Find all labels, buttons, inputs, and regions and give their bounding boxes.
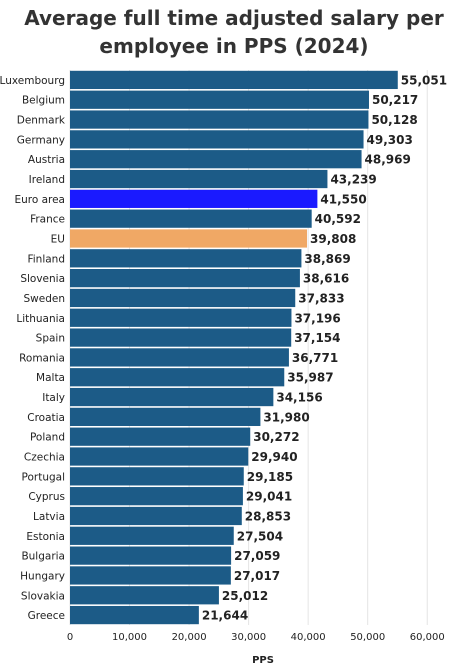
bar bbox=[70, 387, 274, 407]
y-tick-label: Sweden bbox=[24, 293, 66, 305]
y-tick-label: Portugal bbox=[22, 471, 66, 483]
value-label: 30,272 bbox=[253, 430, 299, 444]
value-label: 28,853 bbox=[245, 509, 291, 523]
value-label: 29,041 bbox=[246, 490, 292, 504]
y-tick-label: Cyprus bbox=[28, 491, 65, 503]
y-tick-label: Slovenia bbox=[20, 273, 65, 285]
bar bbox=[70, 90, 369, 109]
value-label: 41,550 bbox=[320, 192, 366, 206]
bar bbox=[70, 506, 242, 526]
bar bbox=[70, 368, 285, 387]
value-label: 39,808 bbox=[310, 232, 356, 246]
y-tick-label: Denmark bbox=[17, 115, 66, 127]
x-tick-label: 40,000 bbox=[291, 632, 326, 643]
bar bbox=[70, 130, 364, 149]
y-tick-label: Poland bbox=[30, 432, 65, 444]
y-tick-label: Italy bbox=[42, 392, 65, 404]
value-label: 36,771 bbox=[292, 351, 338, 365]
y-tick-label: Spain bbox=[36, 333, 65, 345]
value-label: 55,051 bbox=[401, 73, 447, 87]
value-label: 37,154 bbox=[294, 331, 340, 345]
bar bbox=[70, 348, 289, 367]
x-tick-label: 50,000 bbox=[350, 632, 385, 643]
value-label: 34,156 bbox=[276, 391, 322, 405]
value-label: 40,592 bbox=[315, 212, 361, 226]
y-tick-label: Bulgaria bbox=[21, 551, 65, 563]
value-label: 25,012 bbox=[222, 589, 268, 603]
chart-title: Average full time adjusted salary per em… bbox=[24, 6, 444, 58]
bar bbox=[70, 447, 249, 466]
y-tick-label: Estonia bbox=[26, 531, 65, 543]
y-tick-label: Germany bbox=[17, 134, 65, 146]
y-tick-label: France bbox=[30, 214, 65, 226]
y-tick-label: Romania bbox=[19, 352, 65, 364]
bar bbox=[70, 526, 234, 545]
value-label: 29,940 bbox=[251, 450, 297, 464]
y-tick-label: Euro area bbox=[14, 194, 65, 206]
bar bbox=[70, 487, 243, 506]
bar bbox=[70, 328, 292, 347]
value-label: 50,128 bbox=[371, 113, 417, 127]
x-tick-label: 20,000 bbox=[172, 632, 207, 643]
bar bbox=[70, 586, 219, 605]
y-tick-label: Slovakia bbox=[21, 590, 65, 602]
value-label: 49,303 bbox=[367, 133, 413, 147]
value-label: 29,185 bbox=[247, 470, 293, 484]
value-label: 43,239 bbox=[330, 173, 376, 187]
x-tick-label: 30,000 bbox=[231, 632, 266, 643]
x-tick-label: 10,000 bbox=[112, 632, 147, 643]
y-tick-label: EU bbox=[51, 233, 65, 245]
value-label: 37,196 bbox=[294, 311, 340, 325]
value-label: 38,869 bbox=[304, 252, 350, 266]
value-label: 31,980 bbox=[263, 410, 309, 424]
y-tick-label: Latvia bbox=[33, 511, 65, 523]
bar bbox=[70, 407, 261, 426]
bar bbox=[70, 169, 328, 189]
bar bbox=[70, 209, 312, 228]
bar bbox=[70, 249, 302, 268]
y-tick-label: Croatia bbox=[27, 412, 65, 424]
bar bbox=[70, 566, 231, 585]
value-label: 48,969 bbox=[365, 153, 411, 167]
y-tick-label: Austria bbox=[28, 154, 65, 166]
value-label: 27,017 bbox=[234, 569, 280, 583]
bar bbox=[70, 605, 199, 625]
bar bbox=[70, 229, 308, 248]
x-axis-title: PPS bbox=[252, 655, 274, 666]
y-tick-label: Finland bbox=[27, 253, 65, 265]
y-tick-label: Czechia bbox=[24, 452, 65, 464]
y-tick-label: Belgium bbox=[22, 95, 65, 107]
bar bbox=[70, 189, 318, 208]
value-label: 38,616 bbox=[303, 272, 349, 286]
value-label: 27,504 bbox=[237, 529, 283, 543]
y-tick-label: Greece bbox=[28, 610, 65, 622]
bar bbox=[70, 427, 251, 446]
bar bbox=[70, 467, 244, 486]
y-tick-label: Ireland bbox=[29, 174, 65, 186]
bar bbox=[70, 308, 292, 327]
bar bbox=[70, 70, 398, 90]
x-tick-label: 60,000 bbox=[410, 632, 445, 643]
value-label: 35,987 bbox=[287, 371, 333, 385]
x-tick-label: 0 bbox=[67, 632, 73, 643]
y-tick-label: Lithuania bbox=[16, 313, 65, 325]
bar bbox=[70, 288, 296, 308]
y-tick-label: Hungary bbox=[20, 570, 65, 582]
bar bbox=[70, 110, 369, 129]
value-label: 37,833 bbox=[298, 291, 344, 305]
bar bbox=[70, 269, 300, 288]
y-tick-label: Luxembourg bbox=[0, 75, 65, 87]
bar bbox=[70, 546, 232, 565]
value-label: 50,217 bbox=[372, 93, 418, 107]
value-label: 27,059 bbox=[234, 549, 280, 563]
bar bbox=[70, 150, 362, 169]
value-label: 21,644 bbox=[202, 609, 248, 623]
y-tick-label: Malta bbox=[36, 372, 65, 384]
